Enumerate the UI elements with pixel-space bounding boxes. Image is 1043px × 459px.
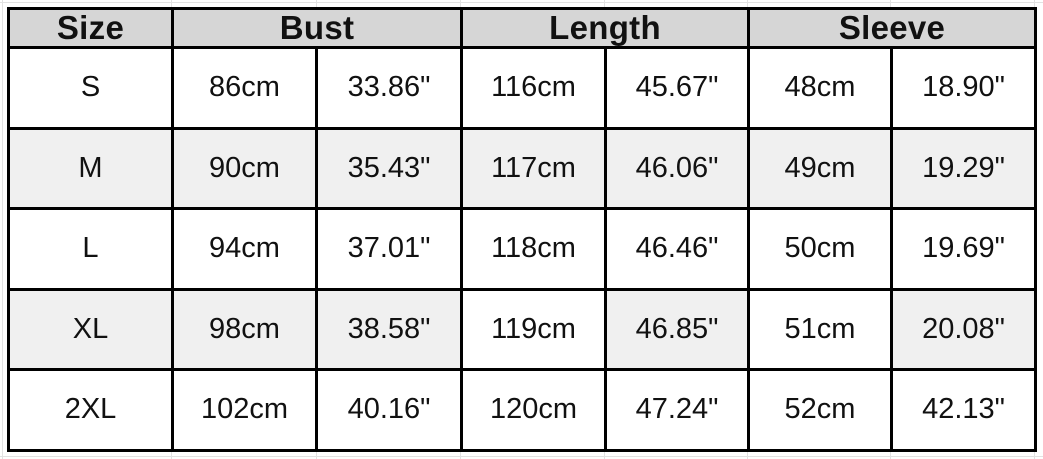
cell-length-cm: 116cm: [460, 46, 608, 130]
cell-bust-in: 38.58": [314, 287, 464, 372]
cell-bust-in: 40.16": [314, 368, 464, 452]
column-header-bust: Bust: [170, 6, 464, 50]
cell-bust-in: 33.86": [314, 46, 464, 130]
cell-sleeve-in: 19.69": [890, 207, 1038, 291]
table-row: S 86cm 33.86" 116cm 45.67" 48cm 18.90": [7, 46, 1038, 130]
size-chart-table: Size Bust Length Sleeve S 86cm 33.86" 11…: [7, 6, 1038, 452]
cell-sleeve-cm: 48cm: [747, 46, 894, 130]
table-row: XL 98cm 38.58" 119cm 46.85" 51cm 20.08": [7, 287, 1038, 372]
cell-length-in: 46.85": [604, 287, 751, 372]
cell-length-in: 46.06": [604, 126, 751, 211]
cell-bust-cm: 94cm: [171, 207, 318, 291]
column-header-sleeve: Sleeve: [747, 6, 1038, 50]
cell-length-in: 45.67": [604, 46, 751, 130]
cell-length-cm: 119cm: [460, 287, 608, 372]
cell-sleeve-in: 18.90": [890, 46, 1038, 130]
table-row: M 90cm 35.43" 117cm 46.06" 49cm 19.29": [7, 126, 1038, 211]
cell-sleeve-in: 42.13": [890, 368, 1038, 452]
cell-bust-cm: 90cm: [171, 126, 318, 211]
cell-bust-in: 37.01": [314, 207, 464, 291]
size-chart-container: Size Bust Length Sleeve S 86cm 33.86" 11…: [7, 6, 1038, 452]
cell-length-cm: 117cm: [460, 126, 608, 211]
cell-size: L: [7, 207, 174, 291]
cell-size: S: [7, 46, 174, 130]
table-row: L 94cm 37.01" 118cm 46.46" 50cm 19.69": [7, 207, 1038, 291]
cell-length-cm: 120cm: [460, 368, 608, 452]
cell-sleeve-cm: 51cm: [747, 287, 894, 372]
cell-sleeve-cm: 49cm: [747, 126, 894, 211]
cell-size: XL: [7, 287, 174, 372]
cell-bust-cm: 86cm: [171, 46, 318, 130]
cell-length-in: 46.46": [604, 207, 751, 291]
cell-bust-cm: 102cm: [171, 368, 318, 452]
cell-size: 2XL: [7, 368, 174, 452]
cell-sleeve-cm: 52cm: [747, 368, 894, 452]
cell-sleeve-cm: 50cm: [747, 207, 894, 291]
cell-length-in: 47.24": [604, 368, 751, 452]
cell-length-cm: 118cm: [460, 207, 608, 291]
cell-size: M: [7, 126, 174, 211]
column-header-length: Length: [460, 6, 751, 50]
cell-sleeve-in: 19.29": [890, 126, 1038, 211]
cell-bust-cm: 98cm: [171, 287, 318, 372]
table-row: 2XL 102cm 40.16" 120cm 47.24" 52cm 42.13…: [7, 368, 1038, 452]
column-header-size: Size: [7, 6, 174, 50]
cell-bust-in: 35.43": [314, 126, 464, 211]
table-header-row: Size Bust Length Sleeve: [7, 6, 1038, 50]
cell-sleeve-in: 20.08": [890, 287, 1038, 372]
